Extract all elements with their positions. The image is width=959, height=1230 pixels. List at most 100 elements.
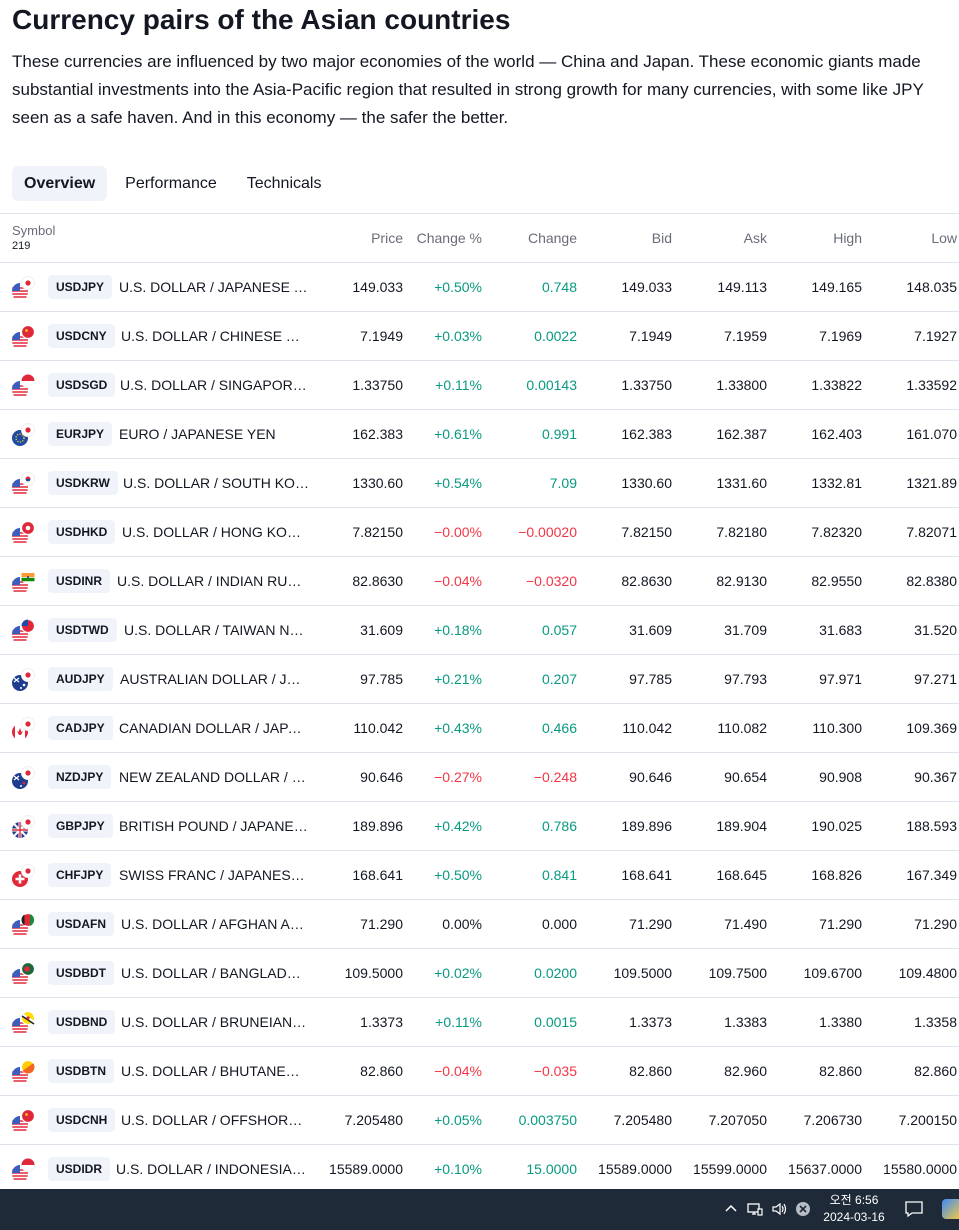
ticker-badge[interactable]: USDIDR [48, 1157, 111, 1181]
ticker-badge[interactable]: USDINR [48, 569, 111, 593]
table-row[interactable]: AUDJPY AUSTRALIAN DOLLAR / JAPA… 97.785 +0.… [0, 655, 959, 704]
change-pct-column-header[interactable]: Change % [416, 230, 482, 246]
ask-column-header[interactable]: Ask [743, 230, 767, 246]
low-column-header[interactable]: Low [931, 230, 957, 246]
table-row[interactable]: NZDJPY NEW ZEALAND DOLLAR / JA… 90.646 −0.2… [0, 753, 959, 802]
table-row[interactable]: USDBTN U.S. DOLLAR / BHUTANESE … 82.860 −0.… [0, 1047, 959, 1096]
ticker-badge[interactable]: USDHKD [48, 520, 116, 544]
ticker-badge[interactable]: USDKRW [48, 471, 118, 495]
chevron-up-icon[interactable] [722, 1200, 740, 1218]
ticker-badge[interactable]: USDCNH [48, 1108, 116, 1132]
pair-name[interactable]: EURO / JAPANESE YEN [119, 426, 276, 442]
pair-name[interactable]: NEW ZEALAND DOLLAR / JA… [119, 769, 309, 785]
high-column-header[interactable]: High [833, 230, 862, 246]
table-row[interactable]: EURJPY EURO / JAPANESE YEN 162.383 +0.61% 0.… [0, 410, 959, 459]
change-cell: 0.0200 [534, 965, 577, 981]
pair-name[interactable]: U.S. DOLLAR / JAPANESE YEN [119, 279, 309, 295]
pair-name[interactable]: U.S. DOLLAR / OFFSHORE C… [121, 1112, 309, 1128]
table-row[interactable]: USDHKD U.S. DOLLAR / HONG KONG … 7.82150 −0… [0, 508, 959, 557]
pair-name[interactable]: U.S. DOLLAR / SOUTH KORE… [123, 475, 309, 491]
ticker-badge[interactable]: USDAFN [48, 912, 114, 936]
price-cell: 90.646 [360, 769, 403, 785]
pair-name[interactable]: AUSTRALIAN DOLLAR / JAPA… [120, 671, 309, 687]
pair-name[interactable]: U.S. DOLLAR / HONG KONG … [122, 524, 309, 540]
table-row[interactable]: USDINR U.S. DOLLAR / INDIAN RUPEE 82.8630 −… [0, 557, 959, 606]
ask-cell: 1.33800 [716, 377, 767, 393]
ticker-badge[interactable]: USDJPY [48, 275, 113, 299]
taskbar-clock[interactable]: 오전 6:56 2024-03-16 [818, 1192, 890, 1226]
ticker-badge[interactable]: USDBND [48, 1010, 116, 1034]
ticker-badge[interactable]: AUDJPY [48, 667, 113, 691]
notification-icon[interactable] [904, 1200, 924, 1218]
price-cell: 1.3373 [360, 1014, 403, 1030]
price-cell: 7.205480 [344, 1112, 403, 1128]
low-cell: 97.271 [914, 671, 957, 687]
pair-name[interactable]: U.S. DOLLAR / SINGAPORE D… [120, 377, 309, 393]
close-circle-icon[interactable] [794, 1200, 812, 1218]
table-row[interactable]: USDCNY U.S. DOLLAR / CHINESE YUAN 7.1949 +0… [0, 312, 959, 361]
ticker-badge[interactable]: GBPJPY [48, 814, 113, 838]
change-column-header[interactable]: Change [527, 230, 577, 246]
table-row[interactable]: GBPJPY BRITISH POUND / JAPANESE … 189.896 +… [0, 802, 959, 851]
table-row[interactable]: USDBDT U.S. DOLLAR / BANGLADESH… 109.5000 +… [0, 949, 959, 998]
ticker-badge[interactable]: USDCNY [48, 324, 115, 348]
currency-table: Symbol 219 Price Change % Change Bid Ask… [0, 213, 959, 1194]
table-row[interactable]: USDBND U.S. DOLLAR / BRUNEIAN D… 1.3373 +0.… [0, 998, 959, 1047]
ticker-badge[interactable]: CHFJPY [48, 863, 112, 887]
bid-cell: 109.5000 [613, 965, 672, 981]
high-cell: 7.206730 [803, 1112, 862, 1128]
pair-name[interactable]: U.S. DOLLAR / CHINESE YUAN [121, 328, 309, 344]
change-cell: 0.003750 [518, 1112, 577, 1128]
ask-cell: 90.654 [724, 769, 767, 785]
ticker-badge[interactable]: USDBTN [48, 1059, 114, 1083]
low-cell: 31.520 [914, 622, 957, 638]
app-tray-icon[interactable] [942, 1199, 959, 1219]
ticker-badge[interactable]: NZDJPY [48, 765, 112, 789]
price-cell: 15589.0000 [329, 1161, 403, 1177]
low-cell: 1.33592 [906, 377, 957, 393]
tab-overview[interactable]: Overview [12, 166, 108, 201]
pair-name[interactable]: U.S. DOLLAR / AFGHAN AFG… [121, 916, 309, 932]
table-row[interactable]: CADJPY CANADIAN DOLLAR / JAPANE… 110.042 +0… [0, 704, 959, 753]
high-cell: 1332.81 [811, 475, 862, 491]
volume-icon[interactable] [770, 1200, 788, 1218]
table-row[interactable]: USDAFN U.S. DOLLAR / AFGHAN AFG… 71.290 0.0… [0, 900, 959, 949]
pair-name[interactable]: U.S. DOLLAR / INDIAN RUPEE [117, 573, 309, 589]
ask-cell: 71.490 [724, 916, 767, 932]
bid-cell: 82.860 [629, 1063, 672, 1079]
pair-name[interactable]: U.S. DOLLAR / BANGLADESH… [121, 965, 309, 981]
change-pct-cell: +0.18% [434, 622, 482, 638]
change-pct-cell: −0.04% [434, 1063, 482, 1079]
table-row[interactable]: USDKRW U.S. DOLLAR / SOUTH KORE… 1330.60 +0… [0, 459, 959, 508]
symbol-column-header[interactable]: Symbol 219 [12, 223, 55, 253]
ticker-badge[interactable]: USDSGD [48, 373, 116, 397]
ticker-badge[interactable]: EURJPY [48, 422, 113, 446]
ask-cell: 15599.0000 [693, 1161, 767, 1177]
table-row[interactable]: USDTWD U.S. DOLLAR / TAIWAN NEW… 31.609 +0.… [0, 606, 959, 655]
ask-cell: 189.904 [716, 818, 767, 834]
us-af-flag-icon [11, 912, 36, 937]
table-row[interactable]: USDIDR U.S. DOLLAR / INDONESIAN … 15589.00… [0, 1145, 959, 1194]
table-row[interactable]: USDCNH U.S. DOLLAR / OFFSHORE C… 7.205480 +… [0, 1096, 959, 1145]
ticker-badge[interactable]: CADJPY [48, 716, 113, 740]
table-row[interactable]: USDJPY U.S. DOLLAR / JAPANESE YEN 149.033 +… [0, 263, 959, 312]
change-pct-cell: +0.42% [434, 818, 482, 834]
pair-name[interactable]: U.S. DOLLAR / BHUTANESE … [121, 1063, 309, 1079]
bid-column-header[interactable]: Bid [651, 230, 672, 246]
tab-performance[interactable]: Performance [125, 175, 217, 192]
pair-name[interactable]: CANADIAN DOLLAR / JAPANE… [119, 720, 309, 736]
ticker-badge[interactable]: USDBDT [48, 961, 114, 985]
table-row[interactable]: CHFJPY SWISS FRANC / JAPANESE YEN 168.641 +… [0, 851, 959, 900]
ticker-badge[interactable]: USDTWD [48, 618, 117, 642]
pair-name[interactable]: SWISS FRANC / JAPANESE YEN [119, 867, 309, 883]
us-hk-flag-icon [11, 520, 36, 545]
change-cell: 0.0015 [534, 1014, 577, 1030]
pair-name[interactable]: U.S. DOLLAR / INDONESIAN … [116, 1161, 309, 1177]
network-icon[interactable] [746, 1200, 764, 1218]
pair-name[interactable]: BRITISH POUND / JAPANESE … [119, 818, 309, 834]
price-column-header[interactable]: Price [371, 230, 403, 246]
pair-name[interactable]: U.S. DOLLAR / BRUNEIAN D… [121, 1014, 309, 1030]
tab-technicals[interactable]: Technicals [246, 175, 322, 192]
pair-name[interactable]: U.S. DOLLAR / TAIWAN NEW… [124, 622, 309, 638]
